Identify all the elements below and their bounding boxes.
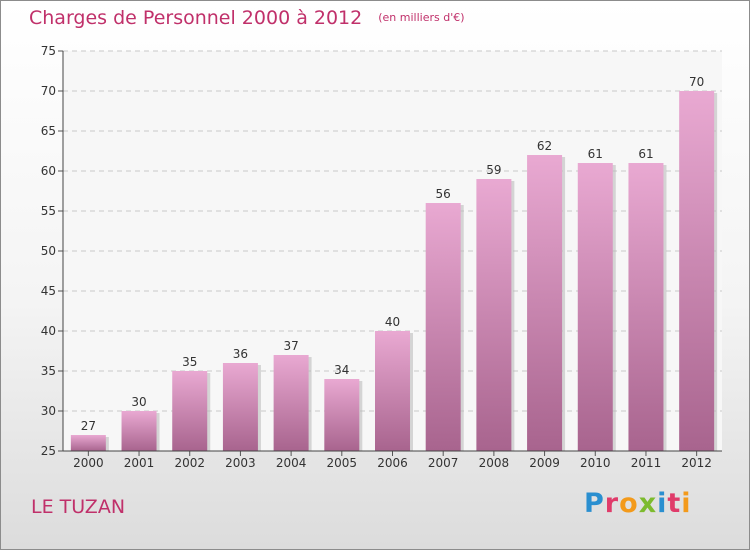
logo-letter: P (584, 488, 605, 519)
bar (121, 411, 157, 451)
x-tick-label: 2000 (73, 456, 104, 470)
logo-letter: r (604, 488, 620, 519)
x-tick-label: 2001 (124, 456, 155, 470)
chart-subtitle: (en milliers d'€) (378, 11, 465, 24)
y-tick-label: 75 (41, 44, 56, 58)
bar (679, 91, 715, 451)
bar (577, 163, 613, 451)
y-tick-label: 60 (41, 164, 56, 178)
bar (425, 203, 461, 451)
y-tick-label: 45 (41, 284, 56, 298)
y-tick-label: 55 (41, 204, 56, 218)
bar (527, 155, 563, 451)
bar (222, 363, 258, 451)
bar (324, 379, 360, 451)
y-tick-label: 70 (41, 84, 56, 98)
x-tick-label: 2005 (327, 456, 358, 470)
y-tick-label: 35 (41, 364, 56, 378)
bar (375, 331, 410, 451)
data-label: 61 (588, 147, 603, 161)
x-tick-label: 2009 (529, 456, 560, 470)
logo-letter: o (619, 488, 639, 519)
y-tick-label: 50 (41, 244, 56, 258)
data-label: 61 (638, 147, 653, 161)
x-tick-label: 2006 (377, 456, 408, 470)
bar (273, 355, 309, 451)
y-tick-label: 25 (41, 444, 56, 458)
y-tick-label: 40 (41, 324, 56, 338)
proxiti-logo: Proxiti (584, 488, 692, 519)
bar (628, 163, 664, 451)
data-label: 40 (385, 315, 400, 329)
x-tick-label: 2008 (479, 456, 510, 470)
data-label: 27 (81, 419, 96, 433)
bar (172, 371, 208, 451)
data-label: 70 (689, 75, 704, 89)
bar (70, 435, 106, 451)
logo-letter: i (681, 488, 692, 519)
x-tick-label: 2007 (428, 456, 459, 470)
bar (476, 179, 512, 451)
chart-title: Charges de Personnel 2000 à 2012 (29, 7, 363, 29)
data-label: 34 (334, 363, 349, 377)
x-tick-label: 2004 (276, 456, 307, 470)
logo-letter: i (657, 488, 668, 519)
x-tick-label: 2012 (681, 456, 712, 470)
logo-letter: x (638, 488, 658, 519)
logo-letter: t (667, 488, 682, 519)
data-label: 36 (233, 347, 248, 361)
x-tick-label: 2010 (580, 456, 611, 470)
y-tick-label: 65 (41, 124, 56, 138)
data-label: 56 (436, 187, 451, 201)
commune-name: LE TUZAN (31, 496, 126, 518)
data-label: 35 (182, 355, 197, 369)
data-label: 59 (486, 163, 501, 177)
x-tick-label: 2002 (174, 456, 205, 470)
data-label: 62 (537, 139, 552, 153)
title-row: Charges de Personnel 2000 à 2012 (en mill… (29, 7, 465, 29)
y-tick-label: 30 (41, 404, 56, 418)
data-label: 30 (131, 395, 146, 409)
x-tick-label: 2011 (631, 456, 662, 470)
x-tick-label: 2003 (225, 456, 256, 470)
data-label: 37 (283, 339, 298, 353)
